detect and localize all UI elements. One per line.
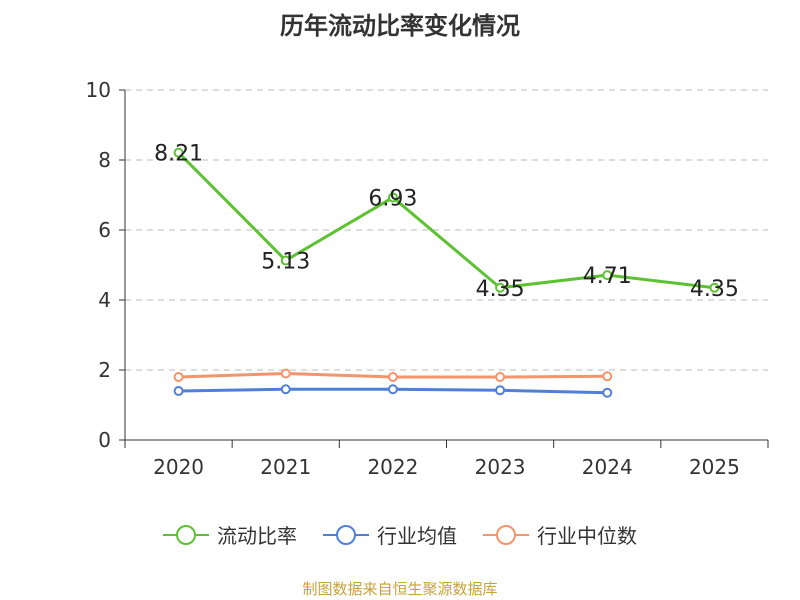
data-point bbox=[173, 147, 184, 158]
x-tick-label: 2021 bbox=[260, 455, 311, 479]
data-point bbox=[173, 386, 184, 396]
chart-legend: 流动比率 行业均值 行业中位数 bbox=[0, 520, 800, 549]
data-label: 4.71 bbox=[583, 264, 632, 289]
legend-label: 流动比率 bbox=[217, 524, 297, 548]
legend-label: 行业均值 bbox=[377, 524, 457, 548]
x-tick-label: 2020 bbox=[153, 455, 204, 479]
legend-marker-icon bbox=[163, 524, 209, 546]
data-label: 8.21 bbox=[154, 142, 203, 167]
data-point bbox=[173, 372, 184, 382]
y-tick-label: 2 bbox=[98, 358, 111, 382]
y-tick-label: 8 bbox=[98, 148, 111, 172]
data-point bbox=[280, 255, 291, 266]
legend-marker-icon bbox=[483, 524, 529, 546]
data-label: 4.35 bbox=[476, 277, 525, 302]
y-tick-label: 4 bbox=[98, 288, 111, 312]
data-point bbox=[495, 385, 506, 396]
series-line bbox=[177, 151, 715, 290]
data-point bbox=[495, 282, 506, 293]
data-point bbox=[602, 270, 613, 281]
legend-marker-icon bbox=[323, 524, 369, 546]
data-point bbox=[387, 372, 398, 382]
source-note: 制图数据来自恒生聚源数据库 bbox=[302, 580, 498, 598]
data-point bbox=[709, 282, 720, 293]
legend-item-industry-median[interactable]: 行业中位数 bbox=[483, 520, 637, 549]
x-tick-label: 2023 bbox=[475, 455, 526, 479]
y-tick-label: 6 bbox=[98, 218, 111, 242]
legend-label: 行业中位数 bbox=[537, 524, 637, 548]
y-tick-label: 10 bbox=[86, 78, 111, 102]
data-point bbox=[495, 372, 506, 382]
data-point bbox=[280, 384, 291, 395]
data-label: 5.13 bbox=[261, 249, 310, 274]
data-label: 4.35 bbox=[690, 277, 739, 302]
x-tick-label: 2025 bbox=[689, 455, 740, 479]
x-tick-label: 2024 bbox=[582, 455, 633, 479]
data-point bbox=[602, 387, 613, 398]
data-point bbox=[387, 384, 398, 395]
x-tick-label: 2022 bbox=[367, 455, 418, 479]
legend-item-current-ratio[interactable]: 流动比率 bbox=[163, 520, 297, 549]
legend-item-industry-mean[interactable]: 行业均值 bbox=[323, 520, 457, 549]
data-point bbox=[602, 371, 613, 382]
data-point bbox=[280, 368, 291, 379]
data-label: 6.93 bbox=[368, 186, 417, 211]
chart-title: 历年流动比率变化情况 bbox=[280, 12, 520, 40]
data-point bbox=[387, 192, 398, 203]
y-tick-label: 0 bbox=[98, 428, 111, 452]
